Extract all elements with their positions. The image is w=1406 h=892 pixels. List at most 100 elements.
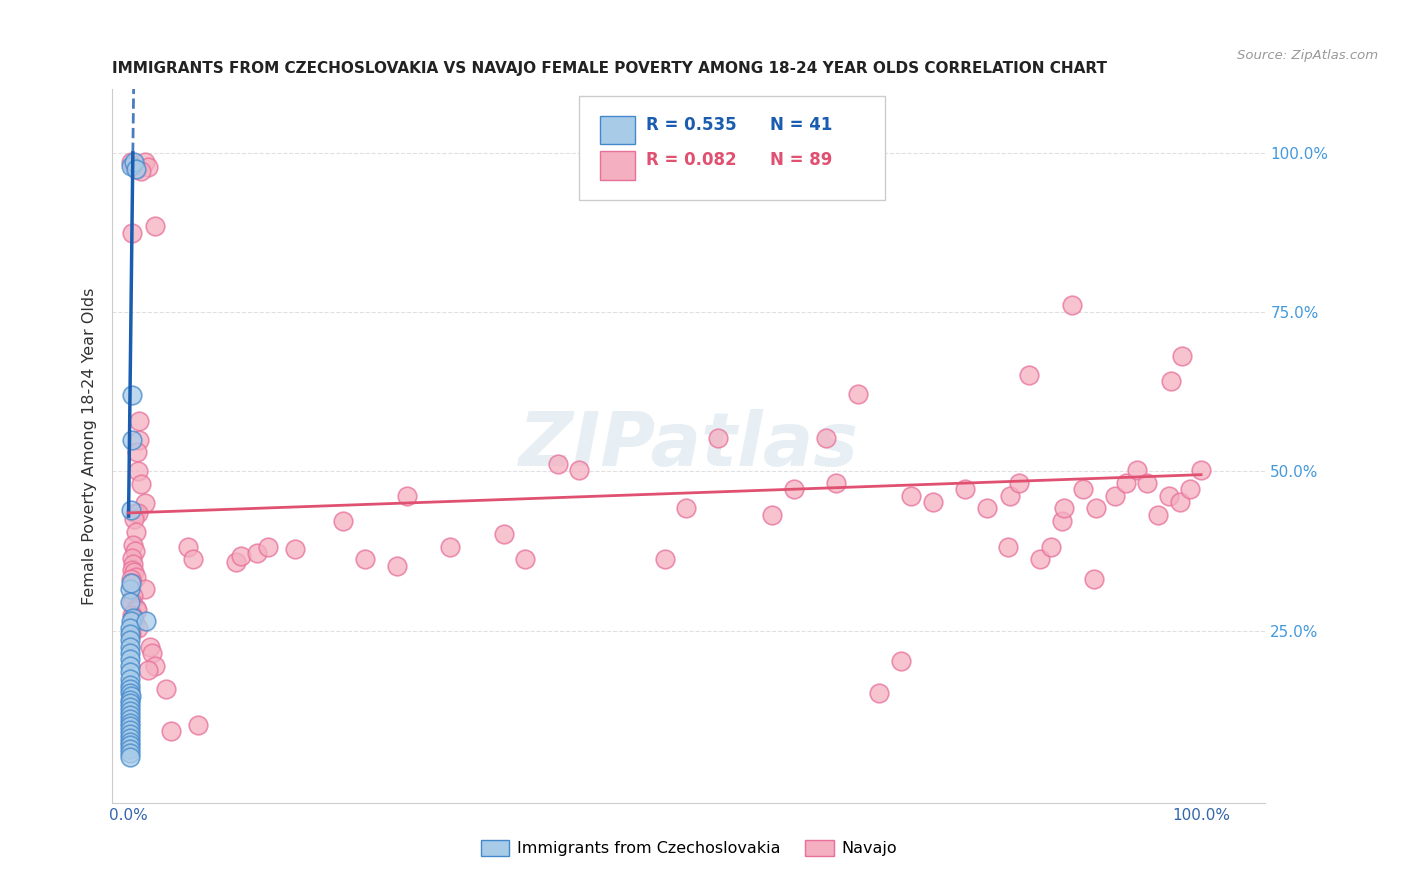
Point: [127, 603, 149, 617]
Point: [1008, 475, 1031, 490]
Point: [121, 595, 143, 609]
Point: [127, 621, 149, 635]
Text: ZIPatlas: ZIPatlas: [519, 409, 859, 483]
Point: [825, 475, 848, 490]
Point: [1039, 540, 1062, 554]
Point: [134, 582, 156, 597]
Point: [1062, 297, 1084, 311]
Point: [1084, 501, 1107, 516]
Point: [846, 386, 869, 401]
Point: [127, 161, 149, 176]
Point: [1071, 483, 1094, 497]
Point: [118, 627, 141, 641]
Point: [654, 552, 676, 566]
Point: [118, 697, 141, 711]
Point: [814, 431, 837, 445]
Point: [122, 512, 145, 526]
Point: [225, 555, 247, 569]
Point: [131, 477, 153, 491]
Point: [118, 665, 141, 680]
Point: [124, 544, 146, 558]
Point: [568, 463, 591, 477]
Point: [1115, 475, 1137, 490]
Point: [900, 489, 922, 503]
Point: [675, 501, 697, 516]
Point: [118, 652, 141, 666]
Point: [1050, 514, 1073, 528]
Point: [121, 563, 143, 577]
Text: N = 41: N = 41: [769, 116, 832, 134]
Point: [515, 552, 537, 566]
Point: [118, 712, 141, 726]
Point: [125, 161, 148, 176]
Point: [121, 576, 143, 591]
Point: [118, 672, 141, 686]
Point: [118, 686, 141, 700]
Point: [1136, 475, 1159, 490]
Point: [118, 739, 141, 753]
Point: [134, 496, 156, 510]
Point: [547, 457, 569, 471]
Point: [1104, 489, 1126, 503]
Point: [118, 678, 141, 692]
Legend: Immigrants from Czechoslovakia, Navajo: Immigrants from Czechoslovakia, Navajo: [474, 833, 904, 863]
Point: [353, 552, 375, 566]
Point: [1029, 552, 1052, 566]
Text: R = 0.082: R = 0.082: [647, 152, 737, 169]
Point: [121, 226, 143, 240]
Point: [124, 506, 146, 520]
Point: [160, 724, 183, 739]
Point: [492, 527, 515, 541]
Text: R = 0.535: R = 0.535: [647, 116, 737, 134]
Point: [998, 489, 1021, 503]
Point: [1083, 572, 1105, 586]
Point: [118, 640, 141, 654]
Point: [118, 734, 141, 748]
Point: [118, 704, 141, 718]
Point: [1168, 495, 1191, 509]
Point: [118, 582, 141, 597]
Point: [120, 572, 142, 586]
Point: [121, 557, 143, 571]
Point: [121, 611, 143, 625]
FancyBboxPatch shape: [579, 96, 884, 200]
Text: N = 89: N = 89: [769, 152, 832, 169]
Point: [181, 552, 204, 566]
Point: [139, 640, 162, 654]
Point: [127, 465, 149, 479]
Text: Source: ZipAtlas.com: Source: ZipAtlas.com: [1237, 49, 1378, 62]
Point: [125, 569, 148, 583]
Point: [231, 549, 253, 563]
Point: [118, 707, 141, 722]
Point: [953, 483, 976, 497]
Point: [1180, 483, 1202, 497]
Point: [1053, 501, 1076, 516]
Point: [118, 646, 141, 660]
Point: [120, 159, 142, 173]
Point: [120, 614, 142, 628]
Point: [128, 433, 150, 447]
Point: [246, 546, 269, 560]
Y-axis label: Female Poverty Among 18-24 Year Olds: Female Poverty Among 18-24 Year Olds: [82, 287, 97, 605]
Point: [868, 686, 890, 700]
Point: [120, 576, 142, 591]
Point: [120, 155, 142, 169]
Point: [118, 658, 141, 673]
Point: [118, 719, 141, 733]
Point: [122, 159, 145, 173]
Point: [121, 550, 143, 565]
Point: [120, 502, 142, 516]
Point: [118, 723, 141, 738]
Point: [118, 715, 141, 730]
Point: [118, 727, 141, 741]
Point: [118, 692, 141, 706]
FancyBboxPatch shape: [600, 116, 634, 145]
Point: [127, 506, 149, 520]
Point: [284, 542, 307, 557]
Point: [118, 750, 141, 764]
Point: [118, 700, 141, 714]
Point: [120, 689, 142, 703]
Point: [257, 540, 280, 554]
Text: IMMIGRANTS FROM CZECHOSLOVAKIA VS NAVAJO FEMALE POVERTY AMONG 18-24 YEAR OLDS CO: IMMIGRANTS FROM CZECHOSLOVAKIA VS NAVAJO…: [112, 61, 1108, 76]
Point: [761, 508, 783, 522]
